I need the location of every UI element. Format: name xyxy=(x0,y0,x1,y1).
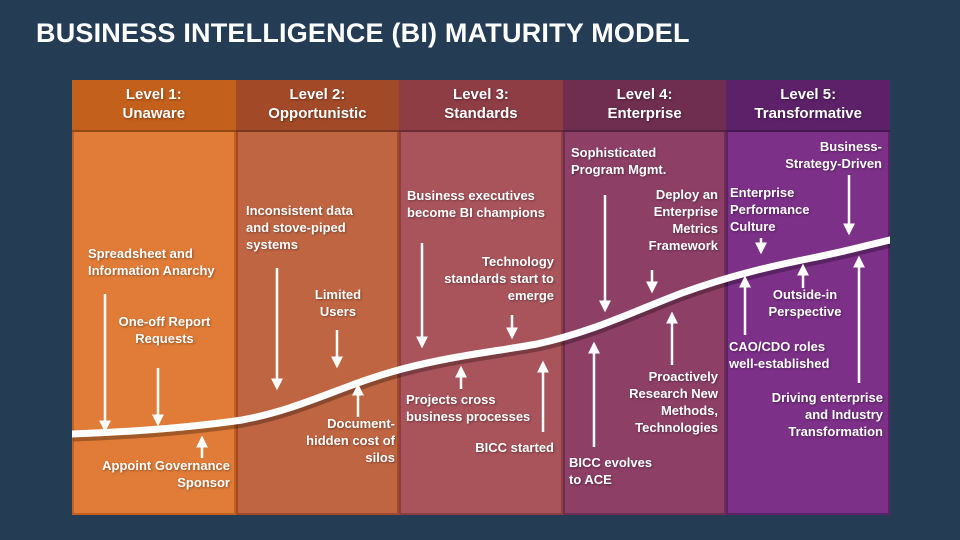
label-document-hidden-cost-of-silos: Document- hidden cost of silos xyxy=(306,416,395,466)
label-inconsistent-data-systems: Inconsistent data and stove-piped system… xyxy=(246,203,353,253)
label-driving-enterprise-transformation: Driving enterprise and Industry Transfor… xyxy=(771,390,883,440)
level-3-subtitle: Standards xyxy=(444,105,518,122)
column-header-level-1: Level 1: Unaware xyxy=(72,80,236,132)
label-enterprise-performance-culture: Enterprise Performance Culture xyxy=(730,185,810,235)
labels-layer: Spreadsheet and Information Anarchy One-… xyxy=(72,80,890,515)
column-header-level-3: Level 3: Standards xyxy=(399,80,563,132)
label-limited-users: Limited Users xyxy=(314,287,362,320)
level-4-title: Level 4: xyxy=(616,86,673,104)
label-bicc-evolves-to-ace: BICC evolves to ACE xyxy=(569,455,653,488)
level-1-title: Level 1: xyxy=(125,86,182,104)
label-appoint-governance-sponsor: Appoint Governance Sponsor xyxy=(102,458,230,491)
level-5-title: Level 5: xyxy=(780,86,837,104)
level-5-subtitle: Transformative xyxy=(754,105,862,122)
level-2-subtitle: Opportunistic xyxy=(268,105,367,122)
page-title: BUSINESS INTELLIGENCE (BI) MATURITY MODE… xyxy=(36,18,690,48)
label-technology-standards-emerge: Technology standards start to emerge xyxy=(444,254,554,304)
label-bicc-started: BICC started xyxy=(475,440,554,455)
level-4-subtitle: Enterprise xyxy=(607,105,682,122)
label-proactively-research-new-methods: Proactively Research New Methods, Techno… xyxy=(629,369,718,436)
label-one-off-report-requests: One-off Report Requests xyxy=(118,314,211,347)
label-business-executives-bi-champions: Business executives become BI champions xyxy=(407,188,545,221)
level-1-subtitle: Unaware xyxy=(122,105,186,122)
label-sophisticated-program-mgmt: Sophisticated Program Mgmt. xyxy=(571,145,667,178)
label-projects-cross-business-processes: Projects cross business processes xyxy=(406,392,531,425)
label-outside-in-perspective: Outside-in Perspective xyxy=(768,287,842,320)
level-3-title: Level 3: xyxy=(453,86,509,104)
column-header-level-5: Level 5: Transformative xyxy=(726,80,890,132)
label-deploy-enterprise-metrics-framework: Deploy an Enterprise Metrics Framework xyxy=(648,187,718,254)
column-header-level-4: Level 4: Enterprise xyxy=(562,80,727,132)
column-header-level-2: Level 2: Opportunistic xyxy=(235,80,400,132)
maturity-model-panel: Level 1: Unaware Level 2: Opportunistic … xyxy=(72,80,890,515)
label-business-strategy-driven: Business- Strategy-Driven xyxy=(785,139,882,172)
level-2-title: Level 2: xyxy=(289,86,346,104)
label-cao-cdo-roles-well-established: CAO/CDO roles well-established xyxy=(729,339,830,372)
label-spreadsheet-information-anarchy: Spreadsheet and Information Anarchy xyxy=(88,246,215,279)
